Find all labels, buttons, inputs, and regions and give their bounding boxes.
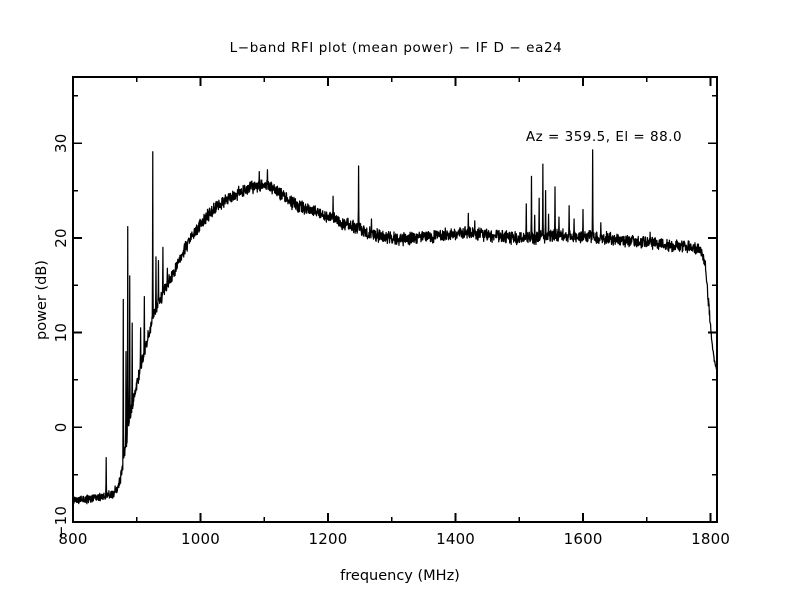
plot-frame: [71, 75, 719, 524]
y-tick-label: 10: [52, 323, 70, 343]
y-tick-label: 20: [52, 228, 70, 248]
x-tick-label: 1600: [564, 530, 603, 548]
az-el-annotation: Az = 359.5, El = 88.0: [526, 129, 682, 145]
spectrum-trace: [72, 149, 718, 505]
y-tick-labels: −10 0 10 20 30: [52, 134, 70, 539]
page-title: L−band RFI plot (mean power) − IF D − ea…: [230, 40, 563, 56]
x-tick-label: 800: [58, 530, 87, 548]
x-tick-labels: 800 1000 1200 1400 1600 1800: [58, 530, 730, 548]
x-axis-label: frequency (MHz): [340, 568, 460, 584]
x-tick-label: 1800: [691, 530, 730, 548]
x-tick-label: 1000: [181, 530, 220, 548]
x-tick-label: 1400: [436, 530, 475, 548]
y-tick-label: 30: [52, 134, 70, 154]
x-tick-label: 1200: [309, 530, 348, 548]
y-axis-label: power (dB): [34, 260, 50, 340]
y-tick-label: −10: [52, 506, 70, 538]
y-tick-label: 0: [52, 422, 70, 432]
